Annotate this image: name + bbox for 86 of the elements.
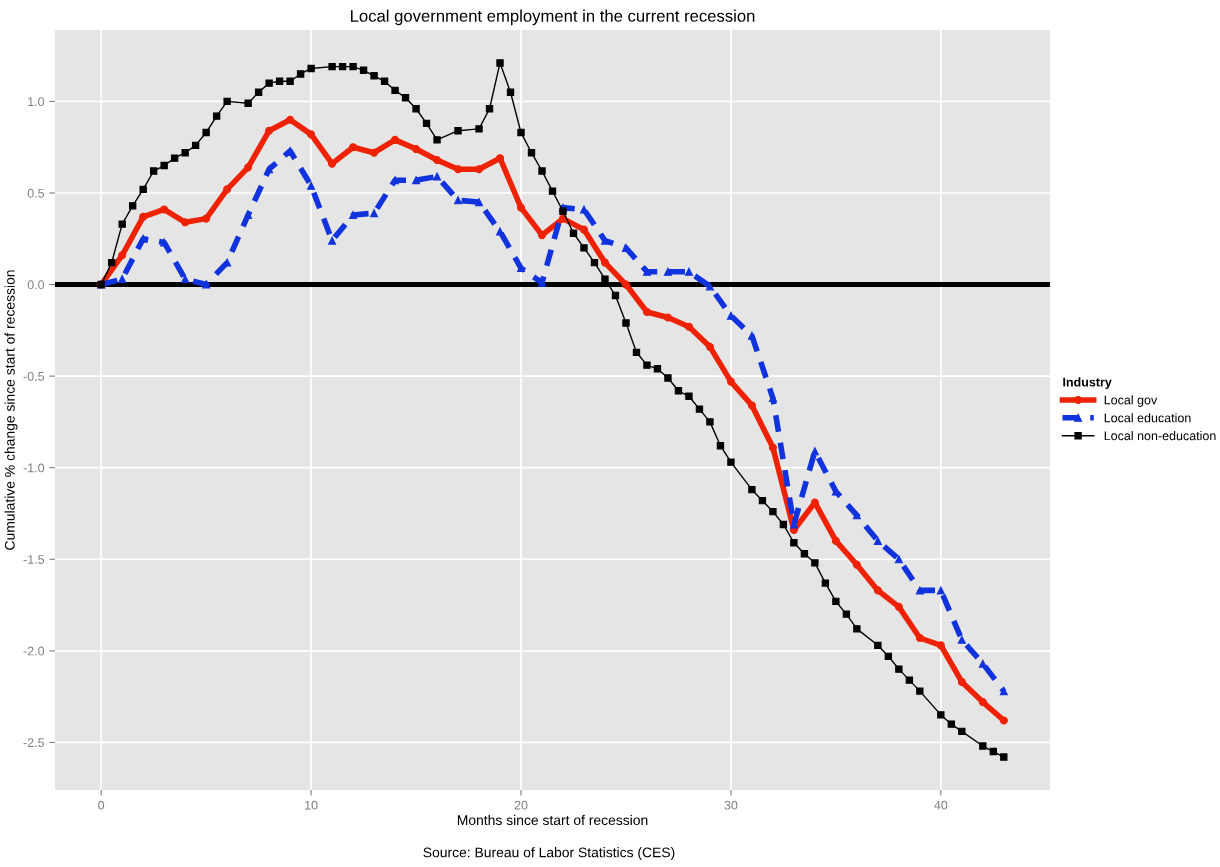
point bbox=[202, 280, 211, 289]
point bbox=[621, 280, 630, 289]
point bbox=[516, 203, 526, 212]
x-tick-label: 20 bbox=[514, 800, 528, 810]
point bbox=[894, 602, 903, 611]
point bbox=[328, 236, 337, 245]
point bbox=[475, 198, 484, 207]
point bbox=[475, 165, 484, 174]
point bbox=[873, 586, 882, 595]
y-tick-label: -0.5 bbox=[23, 371, 45, 381]
point bbox=[307, 181, 316, 190]
y-tick-label: 0.5 bbox=[27, 188, 45, 198]
point bbox=[433, 172, 442, 181]
point bbox=[747, 401, 756, 410]
point bbox=[642, 267, 651, 276]
point bbox=[433, 155, 442, 165]
point bbox=[747, 331, 756, 340]
point bbox=[894, 555, 903, 564]
point bbox=[726, 377, 735, 386]
point bbox=[978, 698, 987, 707]
point bbox=[349, 143, 358, 152]
y-tick-label: -1.5 bbox=[23, 555, 45, 564]
point bbox=[915, 633, 924, 643]
legend-title: Industry bbox=[1063, 377, 1112, 389]
source-note: Source: Bureau of Labor Statistics (CES) bbox=[423, 847, 675, 861]
x-axis-title: Months since start of recession bbox=[457, 814, 648, 826]
legend-label: Local gov bbox=[1104, 395, 1158, 407]
point bbox=[642, 307, 651, 317]
point bbox=[936, 641, 945, 650]
point bbox=[391, 176, 400, 185]
point bbox=[936, 586, 945, 595]
point bbox=[244, 210, 253, 219]
point bbox=[705, 342, 714, 351]
point bbox=[139, 212, 148, 221]
point bbox=[328, 159, 337, 168]
y-tick-label: -1.0 bbox=[23, 463, 45, 473]
point bbox=[957, 635, 966, 644]
point bbox=[516, 264, 526, 273]
y-tick-label: -2.5 bbox=[23, 738, 45, 748]
point bbox=[202, 214, 211, 223]
point bbox=[412, 145, 421, 154]
point bbox=[600, 236, 610, 245]
point bbox=[810, 447, 819, 456]
y-tick-label: 1.0 bbox=[28, 97, 45, 107]
x-tick-label: 10 bbox=[305, 800, 318, 810]
point bbox=[999, 687, 1008, 696]
point bbox=[684, 322, 693, 331]
point bbox=[370, 209, 379, 218]
point bbox=[831, 536, 840, 545]
point bbox=[181, 218, 190, 227]
point bbox=[852, 511, 861, 520]
point bbox=[915, 586, 924, 595]
point bbox=[579, 225, 589, 234]
chart-title: Local government employment in the current recession bbox=[351, 9, 755, 26]
point bbox=[768, 443, 777, 452]
x-tick-label: 0 bbox=[98, 800, 105, 810]
y-tick-label: -2.0 bbox=[23, 646, 45, 656]
point bbox=[391, 135, 400, 144]
x-tick-label: 40 bbox=[934, 800, 948, 810]
point bbox=[349, 210, 358, 219]
point bbox=[600, 258, 610, 267]
point bbox=[663, 313, 672, 322]
point bbox=[265, 126, 274, 135]
point bbox=[118, 251, 127, 260]
y-tick-label: 0.0 bbox=[27, 280, 45, 290]
point bbox=[684, 267, 693, 276]
x-tick-label: 30 bbox=[724, 800, 738, 810]
point bbox=[160, 205, 169, 214]
point bbox=[223, 185, 232, 194]
point bbox=[370, 148, 379, 157]
point bbox=[663, 267, 672, 276]
legend-label: Local education bbox=[1104, 413, 1191, 423]
y-axis-title: Cumulative % change since start of recession bbox=[4, 270, 18, 550]
point bbox=[412, 176, 421, 185]
point bbox=[454, 165, 463, 174]
legend-label: Local non-education bbox=[1104, 431, 1216, 441]
point bbox=[118, 275, 127, 284]
point bbox=[999, 716, 1008, 725]
point bbox=[852, 560, 861, 569]
point bbox=[978, 659, 987, 668]
point bbox=[873, 536, 882, 545]
point bbox=[957, 677, 966, 686]
point bbox=[181, 275, 190, 284]
point bbox=[244, 163, 253, 172]
point bbox=[286, 115, 295, 124]
point bbox=[307, 130, 316, 139]
